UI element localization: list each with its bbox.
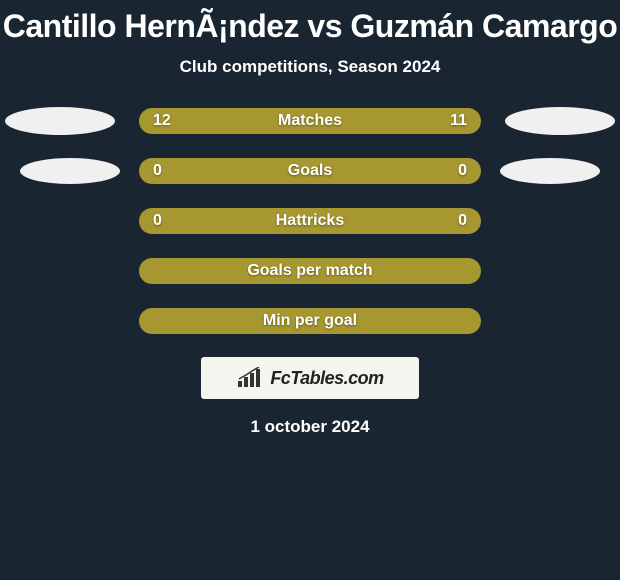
- player-ellipse: [20, 158, 120, 184]
- player-ellipse: [5, 107, 115, 135]
- stat-value-left: 0: [153, 212, 162, 230]
- stat-label: Hattricks: [276, 212, 344, 230]
- stat-value-left: 0: [153, 162, 162, 180]
- page-title: Cantillo HernÃ¡ndez vs Guzmán Camargo: [3, 8, 617, 45]
- player-ellipse: [500, 158, 600, 184]
- stat-label: Goals per match: [247, 262, 372, 280]
- stat-bar: 0 Goals 0: [139, 158, 481, 184]
- stat-rows: 12 Matches 11 0 Goals 0 0 Hattricks 0 Goals per m…: [0, 107, 620, 335]
- site-logo: FcTables.com: [201, 357, 419, 399]
- stat-row: Min per goal: [0, 307, 620, 335]
- page-subtitle: Club competitions, Season 2024: [180, 57, 441, 77]
- stat-row: 0 Hattricks 0: [0, 207, 620, 235]
- date-text: 1 october 2024: [250, 417, 369, 437]
- player-ellipse: [505, 107, 615, 135]
- stat-bar: 12 Matches 11: [139, 108, 481, 134]
- stat-value-right: 0: [458, 212, 467, 230]
- stat-bar: Goals per match: [139, 258, 481, 284]
- stat-row: Goals per match: [0, 257, 620, 285]
- stat-value-right: 11: [450, 112, 467, 130]
- stat-bar: 0 Hattricks 0: [139, 208, 481, 234]
- chart-icon: [236, 367, 266, 389]
- stat-value-left: 12: [153, 112, 171, 130]
- stat-bar: Min per goal: [139, 308, 481, 334]
- stat-label: Min per goal: [263, 312, 357, 330]
- stat-label: Matches: [278, 112, 342, 130]
- logo-text: FcTables.com: [270, 368, 383, 389]
- stat-value-right: 0: [458, 162, 467, 180]
- stat-label: Goals: [288, 162, 332, 180]
